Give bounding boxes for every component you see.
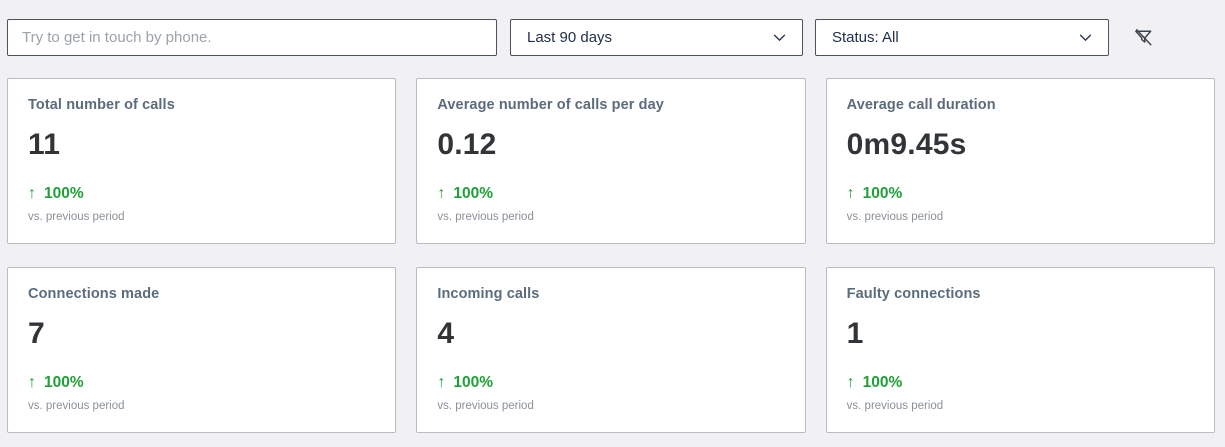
- date-range-value: Last 90 days: [527, 29, 613, 46]
- trend-indicator: ↑ 100%: [28, 374, 375, 392]
- clear-filters-button[interactable]: [1129, 24, 1157, 52]
- chevron-down-icon: [1077, 29, 1094, 46]
- stats-grid: Total number of calls 11 ↑ 100% vs. prev…: [7, 78, 1215, 433]
- card-title: Average call duration: [846, 97, 996, 113]
- trend-value: 100%: [44, 185, 84, 202]
- stat-card-avg-call-duration: Average call duration 0m9.45s ↑ 100% vs.…: [825, 78, 1215, 244]
- trend-value: 100%: [453, 374, 493, 391]
- trend-value: 100%: [862, 185, 903, 202]
- trend-indicator: ↑ 100%: [28, 185, 375, 203]
- trend-indicator: ↑ 100%: [437, 374, 784, 392]
- trend-caption: vs. previous period: [846, 211, 944, 223]
- trend-caption: vs. previous period: [846, 400, 944, 412]
- stat-card-incoming-calls: Incoming calls 4 ↑ 100% vs. previous per…: [416, 267, 806, 433]
- arrow-up-icon: ↑: [437, 374, 446, 391]
- card-title: Connections made: [28, 286, 160, 302]
- card-title: Incoming calls: [437, 286, 540, 302]
- stat-card-connections-made: Connections made 7 ↑ 100% vs. previous p…: [7, 267, 397, 433]
- trend-caption: vs. previous period: [28, 211, 125, 223]
- trend-indicator: ↑ 100%: [847, 374, 1194, 392]
- filter-off-icon: [1132, 26, 1155, 49]
- stat-card-faulty-connections: Faulty connections 1 ↑ 100% vs. previous…: [825, 267, 1215, 433]
- stat-card-avg-calls-per-day: Average number of calls per day 0.12 ↑ 1…: [416, 78, 806, 244]
- arrow-up-icon: ↑: [846, 374, 855, 391]
- arrow-up-icon: ↑: [846, 185, 855, 202]
- status-filter-dropdown[interactable]: Status: All: [815, 19, 1109, 56]
- trend-caption: vs. previous period: [28, 400, 125, 412]
- dashboard-page: Last 90 days Status: All: [7, 19, 1215, 433]
- arrow-up-icon: ↑: [28, 185, 36, 202]
- card-value: 1: [846, 317, 864, 350]
- card-value: 0.12: [437, 128, 497, 161]
- date-range-dropdown[interactable]: Last 90 days: [510, 19, 803, 56]
- arrow-up-icon: ↑: [437, 185, 446, 202]
- trend-indicator: ↑ 100%: [437, 185, 784, 203]
- filter-toolbar: Last 90 days Status: All: [7, 19, 1215, 56]
- card-value: 4: [437, 317, 455, 350]
- card-value: 0m9.45s: [846, 128, 967, 161]
- stat-card-total-calls: Total number of calls 11 ↑ 100% vs. prev…: [7, 78, 397, 244]
- trend-caption: vs. previous period: [437, 400, 534, 412]
- trend-caption: vs. previous period: [437, 211, 534, 223]
- search-input[interactable]: [7, 19, 497, 56]
- card-title: Total number of calls: [28, 97, 175, 113]
- card-value: 11: [28, 128, 61, 161]
- card-title: Faulty connections: [846, 286, 981, 302]
- card-value: 7: [28, 317, 45, 350]
- card-title: Average number of calls per day: [437, 97, 664, 113]
- status-filter-value: Status: All: [832, 29, 899, 46]
- trend-value: 100%: [44, 374, 84, 391]
- trend-value: 100%: [862, 374, 903, 391]
- arrow-up-icon: ↑: [28, 374, 36, 391]
- trend-value: 100%: [453, 185, 493, 202]
- trend-indicator: ↑ 100%: [847, 185, 1194, 203]
- chevron-down-icon: [771, 29, 788, 46]
